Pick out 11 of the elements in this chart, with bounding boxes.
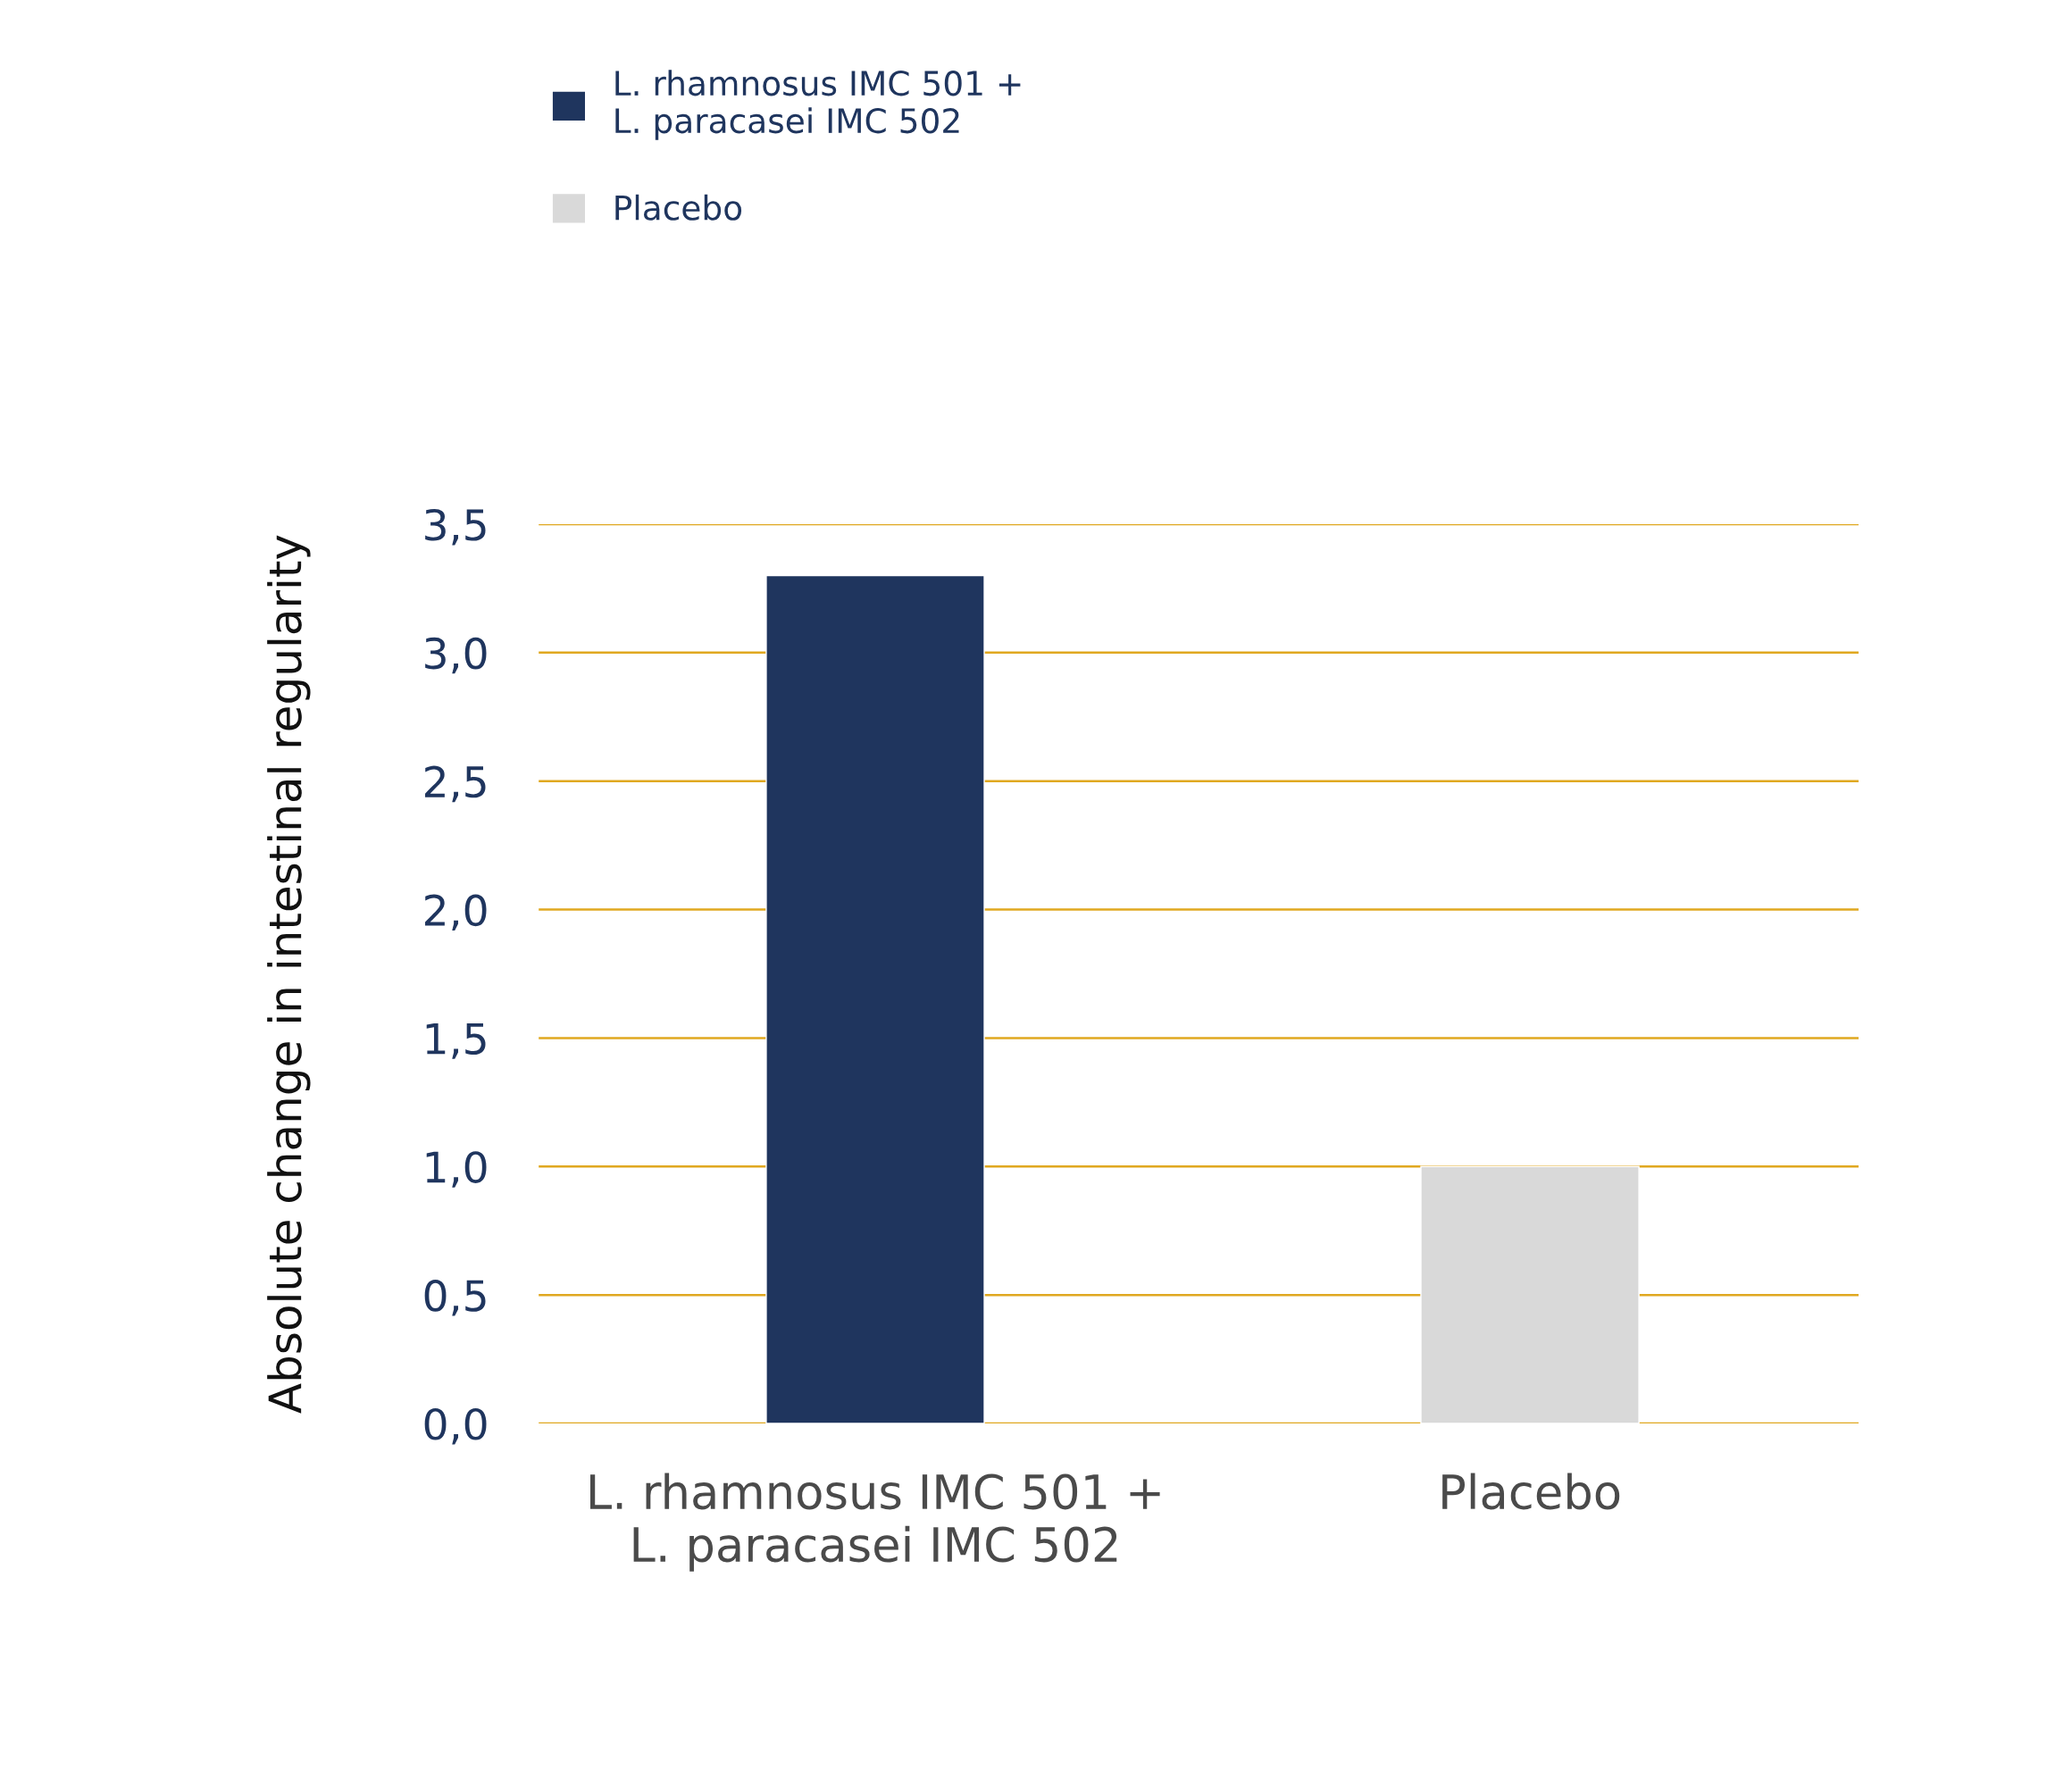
y-tick-label: 1,5 bbox=[426, 1022, 486, 1059]
legend-label: Placebo bbox=[615, 194, 742, 221]
y-tick-label: 3,5 bbox=[425, 508, 486, 546]
y-tick-label: 3,0 bbox=[425, 637, 487, 674]
y-tick-label: 0,5 bbox=[424, 1280, 486, 1316]
y-axis-title: Absolute change in intestinal regularity bbox=[267, 535, 311, 1414]
legend-label: L. rhamnosus IMC 501 + L. paracasei IMC 502 bbox=[615, 70, 1021, 140]
y-tick-label: 1,0 bbox=[426, 1151, 487, 1188]
y-tick-label: 2,0 bbox=[425, 894, 487, 931]
y-tick-label: 2,5 bbox=[425, 765, 486, 803]
y-tick-label: 0,0 bbox=[424, 1407, 487, 1445]
